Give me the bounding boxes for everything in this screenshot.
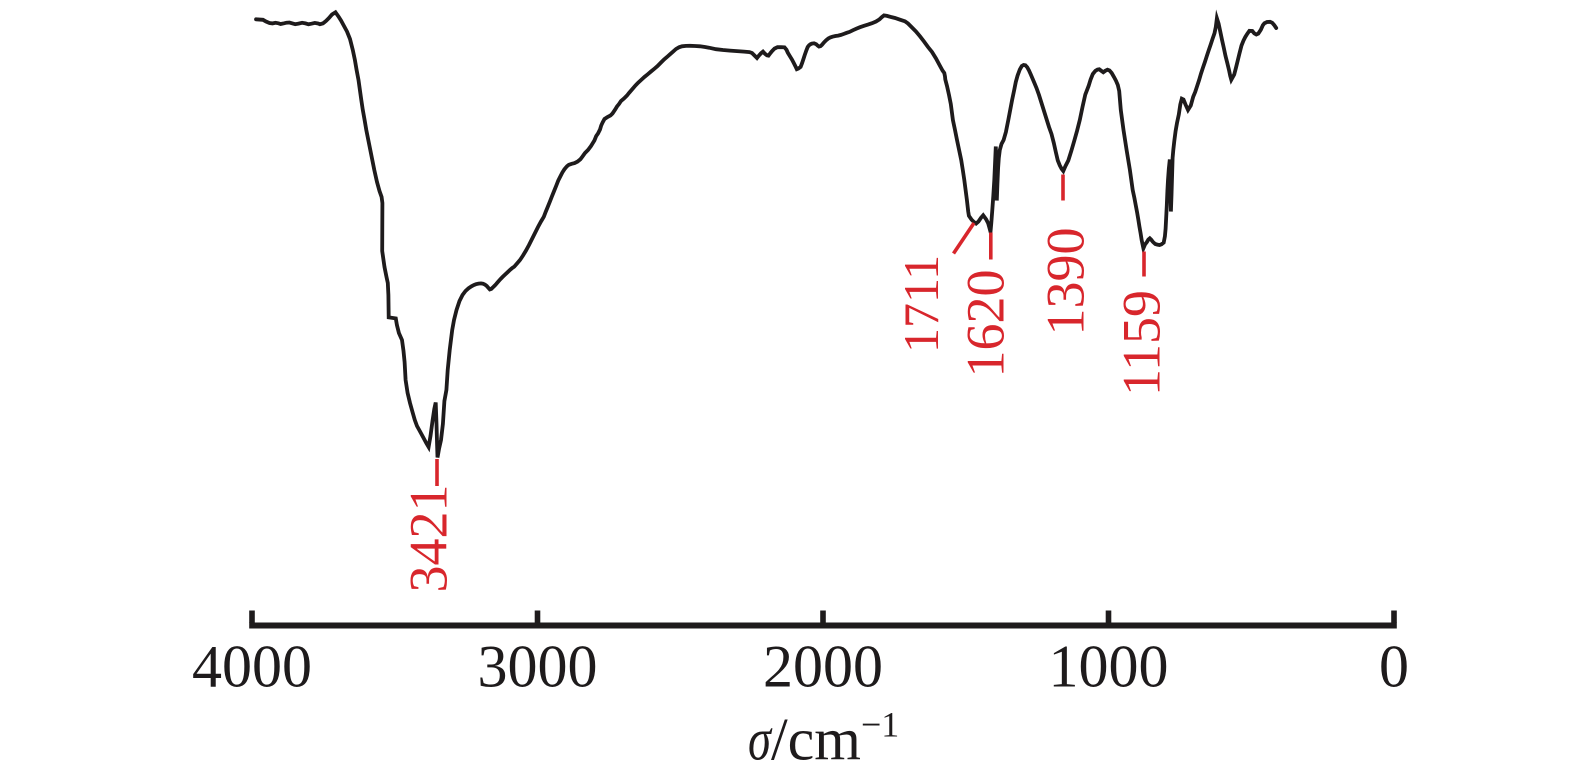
svg-text:1390: 1390 <box>1036 228 1096 336</box>
svg-text:0: 0 <box>1379 634 1409 700</box>
svg-text:1000: 1000 <box>1049 634 1169 700</box>
svg-text:2000: 2000 <box>763 634 883 700</box>
svg-text:3000: 3000 <box>478 634 598 700</box>
svg-text:1711: 1711 <box>893 255 949 353</box>
svg-text:1620: 1620 <box>956 270 1016 378</box>
svg-text:σ/cm−1: σ/cm−1 <box>748 705 899 773</box>
svg-text:3421: 3421 <box>399 485 459 593</box>
svg-text:1159: 1159 <box>1112 290 1172 396</box>
svg-text:4000: 4000 <box>192 634 312 700</box>
